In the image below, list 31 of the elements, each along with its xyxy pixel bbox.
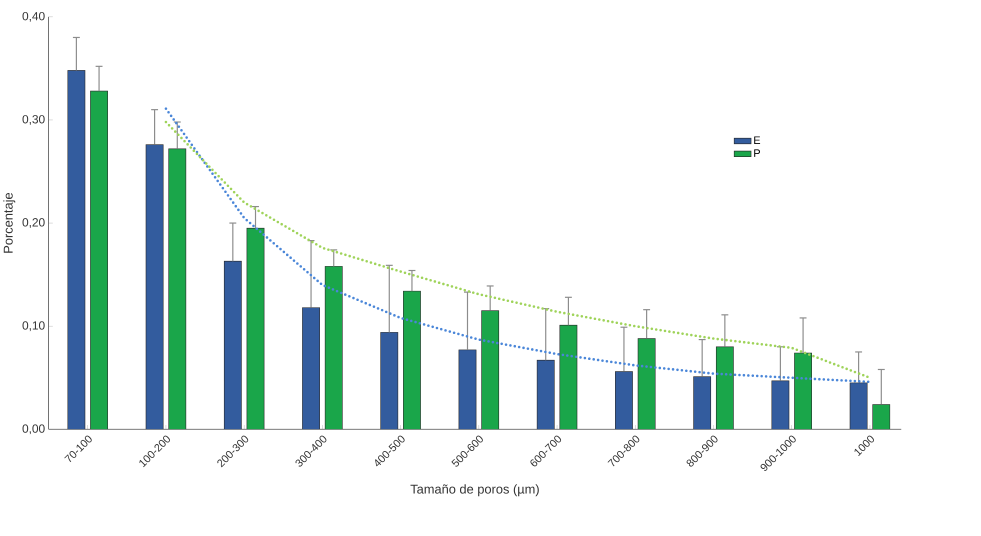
bar bbox=[224, 260, 242, 430]
bar bbox=[481, 310, 500, 430]
bar bbox=[324, 266, 343, 430]
bar bbox=[246, 228, 264, 430]
y-tick-label: 0,40 bbox=[22, 12, 45, 22]
bar bbox=[615, 371, 633, 430]
bar bbox=[872, 404, 890, 430]
y-axis-title: Porcentaje bbox=[3, 192, 16, 253]
bar bbox=[458, 349, 476, 430]
legend-label: E bbox=[754, 136, 760, 144]
bar bbox=[794, 352, 812, 430]
y-tick-label: 0,30 bbox=[22, 114, 45, 125]
bar bbox=[693, 376, 712, 430]
bar bbox=[380, 332, 398, 430]
legend-label: P bbox=[754, 149, 760, 157]
y-tick-label: 0,10 bbox=[22, 321, 45, 331]
y-tick-label: 0,20 bbox=[22, 218, 45, 228]
bar bbox=[403, 290, 421, 430]
bar bbox=[302, 307, 320, 430]
x-axis-title: Tamaño de poros (µm) bbox=[410, 484, 539, 496]
bar bbox=[67, 70, 86, 430]
bar bbox=[560, 324, 578, 430]
y-tick-label: 0,00 bbox=[22, 424, 45, 434]
bar bbox=[771, 380, 790, 430]
bar bbox=[90, 90, 108, 430]
bar bbox=[850, 382, 868, 430]
bar bbox=[716, 346, 734, 430]
bar bbox=[168, 148, 186, 430]
bar bbox=[146, 144, 164, 430]
bar bbox=[536, 360, 555, 430]
bar bbox=[638, 338, 656, 430]
